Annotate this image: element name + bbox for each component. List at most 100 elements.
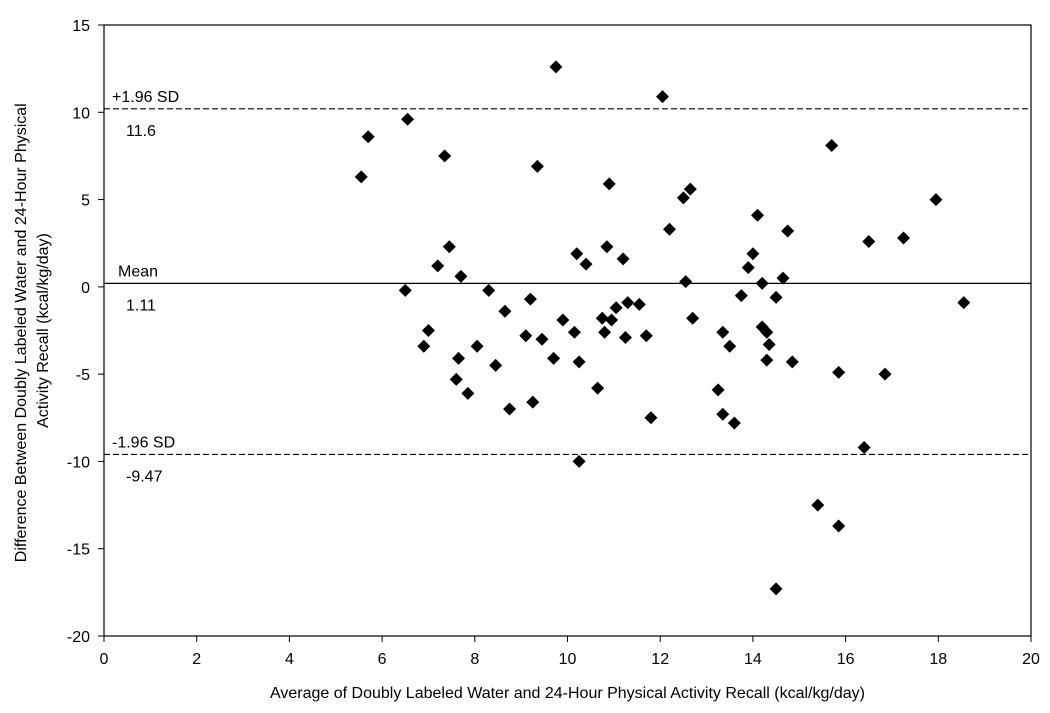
plot-area: [103, 24, 1032, 637]
data-point: [401, 112, 415, 126]
data-point: [567, 325, 581, 339]
data-point: [727, 416, 741, 430]
x-tick-label: 20: [1022, 651, 1040, 668]
y-axis-title: Difference Between Doubly Labeled Water …: [13, 99, 52, 562]
data-point: [741, 261, 755, 275]
data-point: [716, 407, 730, 421]
data-point: [489, 358, 503, 372]
data-point: [832, 365, 846, 379]
reference-line-value: 11.6: [126, 123, 156, 140]
data-point: [862, 234, 876, 248]
y-tick-label: 0: [81, 280, 90, 297]
data-point: [746, 247, 760, 261]
y-tick-label: -20: [67, 629, 90, 646]
x-tick-label: 2: [192, 651, 201, 668]
data-point: [398, 283, 412, 297]
x-tick-label: 10: [559, 651, 577, 668]
data-point: [595, 311, 609, 325]
data-point: [825, 138, 839, 152]
data-point: [421, 324, 435, 337]
data-point: [438, 149, 452, 163]
data-point: [760, 353, 774, 367]
data-point: [656, 90, 670, 104]
data-point: [498, 304, 512, 318]
data-point: [639, 329, 653, 343]
y-tick-label: -5: [76, 367, 90, 384]
x-tick-label: 12: [651, 651, 669, 668]
x-tick-label: 0: [100, 651, 109, 668]
x-tick-label: 4: [285, 651, 294, 668]
data-point: [662, 222, 676, 236]
data-point: [535, 332, 549, 346]
data-point: [503, 402, 517, 416]
data-point: [605, 313, 619, 327]
data-point: [644, 411, 658, 425]
x-axis: 0 2 4 6 8 10 12 14 16 18 20: [100, 636, 1040, 668]
data-point: [686, 311, 700, 325]
data-point: [354, 170, 368, 184]
data-point: [711, 383, 725, 397]
data-point: [785, 355, 799, 369]
data-point: [482, 283, 496, 297]
data-point: [591, 381, 605, 395]
data-point: [616, 252, 630, 266]
data-point: [878, 367, 892, 381]
data-point: [760, 325, 774, 339]
data-point: [523, 292, 537, 306]
data-point: [461, 386, 475, 400]
x-tick-label: 6: [378, 651, 387, 668]
x-tick-label: 18: [929, 651, 947, 668]
data-point: [679, 275, 693, 289]
data-point: [442, 240, 456, 254]
data-point: [957, 296, 971, 310]
data-point: [454, 269, 468, 283]
data-point: [776, 271, 790, 285]
reference-lines: [104, 108, 1031, 456]
data-point: [579, 257, 593, 271]
reference-line-labels: +1.96 SD 11.6 Mean 1.11 -1.96 SD -9.47: [112, 89, 179, 486]
data-point: [549, 60, 563, 74]
data-point: [769, 582, 783, 596]
y-axis-title-line-1: Difference Between Doubly Labeled Water …: [13, 103, 30, 562]
y-axis-title-line-2: Activity Recall (kcal/kg/day): [35, 233, 52, 428]
data-point: [929, 193, 943, 207]
data-point: [470, 339, 484, 353]
data-point: [811, 498, 825, 512]
x-tick-label: 16: [837, 651, 855, 668]
y-tick-label: -15: [67, 542, 90, 559]
reference-line-label: -1.96 SD: [112, 434, 175, 451]
data-point: [632, 297, 646, 311]
x-tick-label: 14: [744, 651, 762, 668]
reference-line-label: +1.96 SD: [112, 89, 179, 106]
reference-line-value: 1.11: [126, 297, 156, 314]
data-point: [832, 519, 846, 533]
data-point: [598, 325, 612, 339]
x-axis-title: Average of Doubly Labeled Water and 24-H…: [270, 685, 865, 702]
data-point: [570, 247, 584, 261]
data-point: [897, 231, 911, 245]
data-point: [572, 355, 586, 369]
data-point: [572, 454, 586, 468]
data-point: [683, 182, 697, 196]
data-point: [781, 224, 795, 238]
data-points: [354, 60, 971, 596]
data-point: [723, 339, 737, 353]
data-point: [526, 395, 540, 409]
y-tick-label: -10: [67, 454, 90, 471]
data-point: [361, 130, 375, 144]
data-point: [556, 313, 570, 327]
data-point: [452, 351, 466, 365]
y-tick-label: 10: [72, 105, 90, 122]
data-point: [621, 296, 635, 310]
reference-line-value: -9.47: [126, 468, 163, 485]
data-point: [600, 240, 614, 254]
x-tick-label: 8: [470, 651, 479, 668]
data-point: [431, 259, 445, 273]
data-point: [449, 372, 463, 386]
y-tick-label: 5: [81, 193, 90, 210]
data-point: [417, 339, 431, 353]
data-point: [676, 191, 690, 205]
data-point: [755, 276, 769, 290]
y-axis: -20 -15 -10 -5 0 5 10 15: [67, 18, 104, 646]
